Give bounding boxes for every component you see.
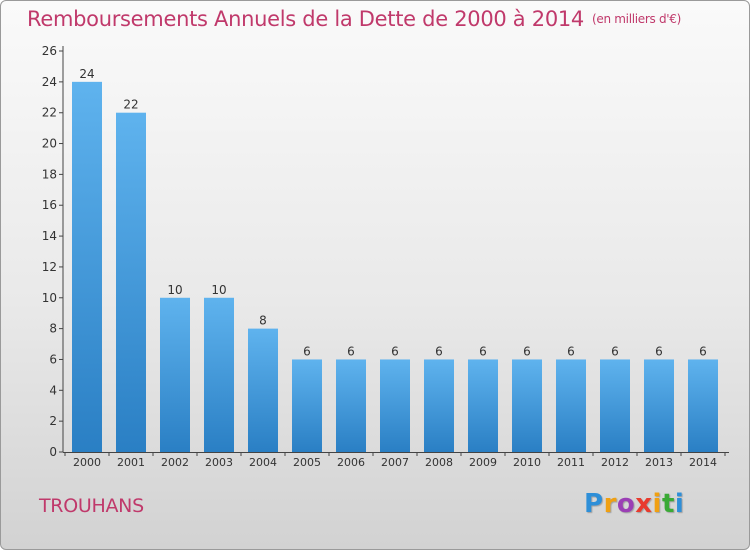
x-tick-label: 2002	[161, 456, 189, 469]
x-tick-label: 2003	[205, 456, 233, 469]
bar	[556, 359, 586, 452]
data-label: 24	[79, 67, 94, 81]
bar	[292, 359, 322, 452]
data-label: 6	[567, 344, 575, 358]
y-tick-label: 16	[42, 198, 57, 212]
logo-letter: r	[603, 489, 617, 519]
data-label: 6	[479, 344, 487, 358]
bar	[116, 112, 146, 452]
bar	[380, 359, 410, 452]
chart-title: Remboursements Annuels de la Dette de 20…	[27, 7, 681, 31]
data-label: 6	[523, 344, 531, 358]
data-label: 8	[259, 314, 267, 328]
x-tick-label: 2007	[381, 456, 409, 469]
bar	[72, 81, 102, 452]
x-tick-label: 2013	[645, 456, 673, 469]
y-tick-label: 14	[42, 229, 57, 243]
bar	[424, 359, 454, 452]
y-tick-label: 12	[42, 260, 57, 274]
logo-letter: i	[674, 489, 685, 519]
bar	[160, 297, 190, 452]
bar	[600, 359, 630, 452]
x-tick-label: 2011	[557, 456, 585, 469]
proxiti-logo: Proxiti	[584, 489, 684, 519]
data-label: 6	[391, 344, 399, 358]
logo-letter: x	[635, 489, 653, 519]
data-label: 6	[303, 344, 311, 358]
bar	[468, 359, 498, 452]
data-label: 6	[699, 344, 707, 358]
y-tick-label: 6	[49, 352, 57, 366]
data-label: 6	[435, 344, 443, 358]
logo-letter: P	[584, 489, 604, 519]
y-tick-label: 24	[42, 75, 57, 89]
logo-letter: o	[616, 489, 636, 519]
x-tick-label: 2000	[73, 456, 101, 469]
y-tick-label: 4	[49, 383, 57, 397]
x-tick-label: 2014	[689, 456, 717, 469]
commune-name: TROUHANS	[39, 495, 144, 517]
y-tick-label: 22	[42, 106, 57, 120]
x-tick-label: 2010	[513, 456, 541, 469]
x-tick-label: 2001	[117, 456, 145, 469]
x-tick-label: 2009	[469, 456, 497, 469]
logo-letter: i	[652, 489, 662, 519]
x-tick-label: 2005	[293, 456, 321, 469]
x-tick-label: 2004	[249, 456, 277, 469]
bar	[204, 297, 234, 452]
x-tick-label: 2006	[337, 456, 365, 469]
bar	[644, 359, 674, 452]
bar	[248, 328, 278, 452]
y-tick-label: 26	[42, 44, 57, 58]
y-tick-label: 10	[42, 291, 57, 305]
chart-unit: (en milliers d'€)	[592, 12, 682, 26]
data-label: 6	[347, 344, 355, 358]
y-tick-label: 8	[49, 322, 57, 336]
x-tick-label: 2012	[601, 456, 629, 469]
logo-letter: t	[661, 489, 675, 519]
y-tick-label: 20	[42, 137, 57, 151]
data-label: 10	[211, 283, 226, 297]
bar	[512, 359, 542, 452]
y-tick-label: 0	[49, 445, 57, 459]
y-tick-label: 18	[42, 167, 57, 181]
data-label: 22	[123, 98, 138, 112]
chart-title-text: Remboursements Annuels de la Dette de 20…	[27, 7, 584, 31]
x-tick-label: 2008	[425, 456, 453, 469]
y-tick-label: 2	[49, 414, 57, 428]
data-label: 6	[611, 344, 619, 358]
data-label: 6	[655, 344, 663, 358]
bar	[688, 359, 718, 452]
bar	[336, 359, 366, 452]
data-label: 10	[167, 283, 182, 297]
